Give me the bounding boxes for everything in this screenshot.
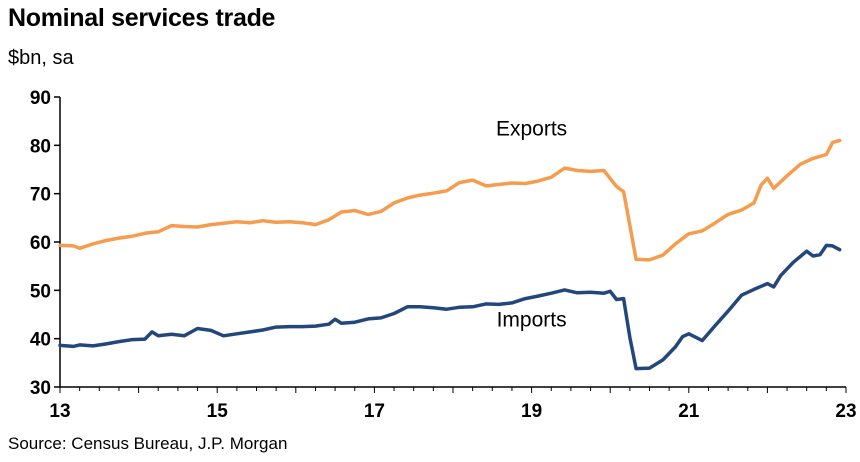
chart-unit-label: $bn, sa (8, 47, 74, 69)
y-tick-label: 30 (30, 378, 51, 399)
y-tick-label: 70 (30, 185, 51, 206)
chart-title: Nominal services trade (8, 4, 276, 32)
y-tick-label: 80 (30, 136, 51, 157)
y-tick-label: 40 (30, 330, 51, 351)
x-tick-label: 15 (207, 401, 229, 422)
x-tick-label: 23 (835, 401, 856, 422)
chart-labels: Exports Imports (496, 118, 567, 332)
x-tick-label: 21 (678, 401, 700, 422)
series-label-exports: Exports (496, 118, 567, 141)
x-tick-label: 13 (49, 401, 70, 422)
chart-series (58, 138, 842, 371)
series-line-imports (58, 243, 842, 371)
x-tick-label: 17 (364, 401, 385, 422)
x-tick-label: 19 (521, 401, 542, 422)
series-line-exports (58, 138, 842, 262)
y-tick-label: 50 (30, 281, 51, 302)
series-label-imports: Imports (497, 309, 567, 332)
y-tick-label: 90 (30, 88, 51, 109)
source-note: Source: Census Bureau, J.P. Morgan (8, 434, 288, 453)
chart-axes: 30 40 50 60 70 80 90 13 15 17 19 21 23 (30, 88, 857, 422)
y-tick-label: 60 (30, 233, 51, 254)
